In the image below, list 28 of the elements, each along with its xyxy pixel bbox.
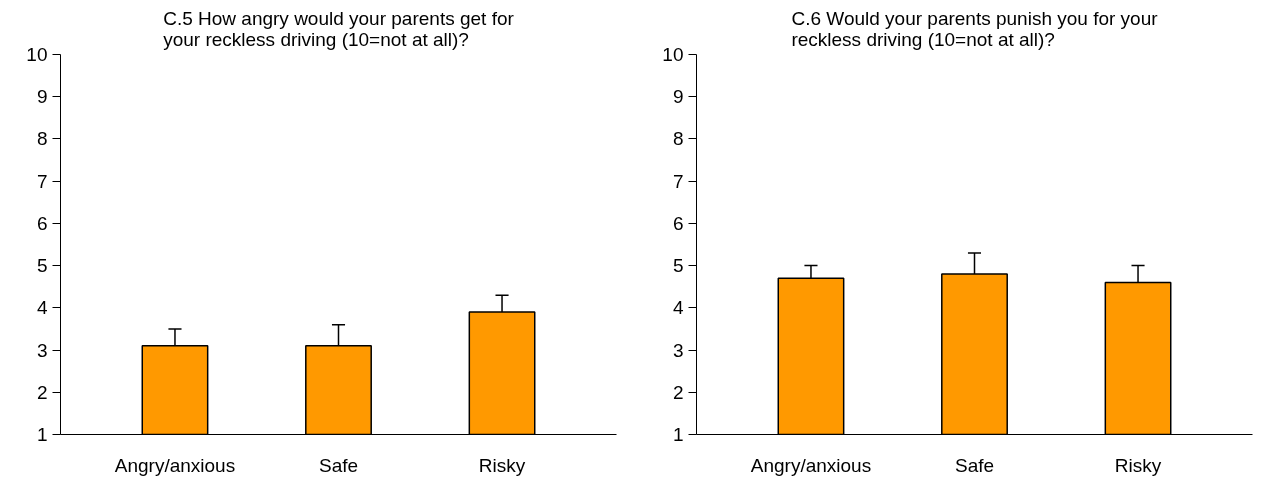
y-tick-label: 3 — [672, 339, 684, 361]
y-tick-label: 5 — [36, 255, 48, 277]
x-tick-label: Risky — [1114, 454, 1162, 476]
y-tick-label: 2 — [672, 381, 684, 403]
y-tick-label: 6 — [36, 212, 48, 234]
y-tick-label: 9 — [672, 86, 684, 108]
y-tick-label: 1 — [36, 424, 48, 445]
x-tick-label: Angry/anxious — [750, 454, 872, 476]
chart-title: C.6 Would your parents punish you for your reckless driving (10=not at all)? — [791, 7, 1159, 50]
y-tick-label: 8 — [36, 128, 48, 150]
x-tick-label: Angry/anxious — [114, 454, 236, 476]
chart-title: C.5 How angry would your parents get for your reckless driving (10=not at all)? — [163, 7, 515, 50]
y-tick-label: 6 — [672, 212, 684, 234]
y-tick-label: 3 — [36, 339, 48, 361]
y-tick-label: 10 — [26, 44, 48, 65]
y-tick-label: 4 — [36, 297, 48, 319]
y-tick-label: 1 — [672, 424, 684, 445]
y-tick-label: 7 — [36, 170, 48, 192]
y-tick-label: 5 — [672, 255, 684, 277]
y-tick-label: 10 — [662, 44, 684, 65]
y-tick-label: 8 — [672, 128, 684, 150]
x-tick-label: Safe — [318, 454, 359, 476]
y-tick-label: 7 — [672, 170, 684, 192]
x-tick-label: Risky — [478, 454, 526, 476]
y-tick-label: 9 — [36, 86, 48, 108]
y-tick-label: 4 — [672, 297, 684, 319]
x-tick-label: Safe — [954, 454, 995, 476]
y-tick-label: 2 — [36, 381, 48, 403]
